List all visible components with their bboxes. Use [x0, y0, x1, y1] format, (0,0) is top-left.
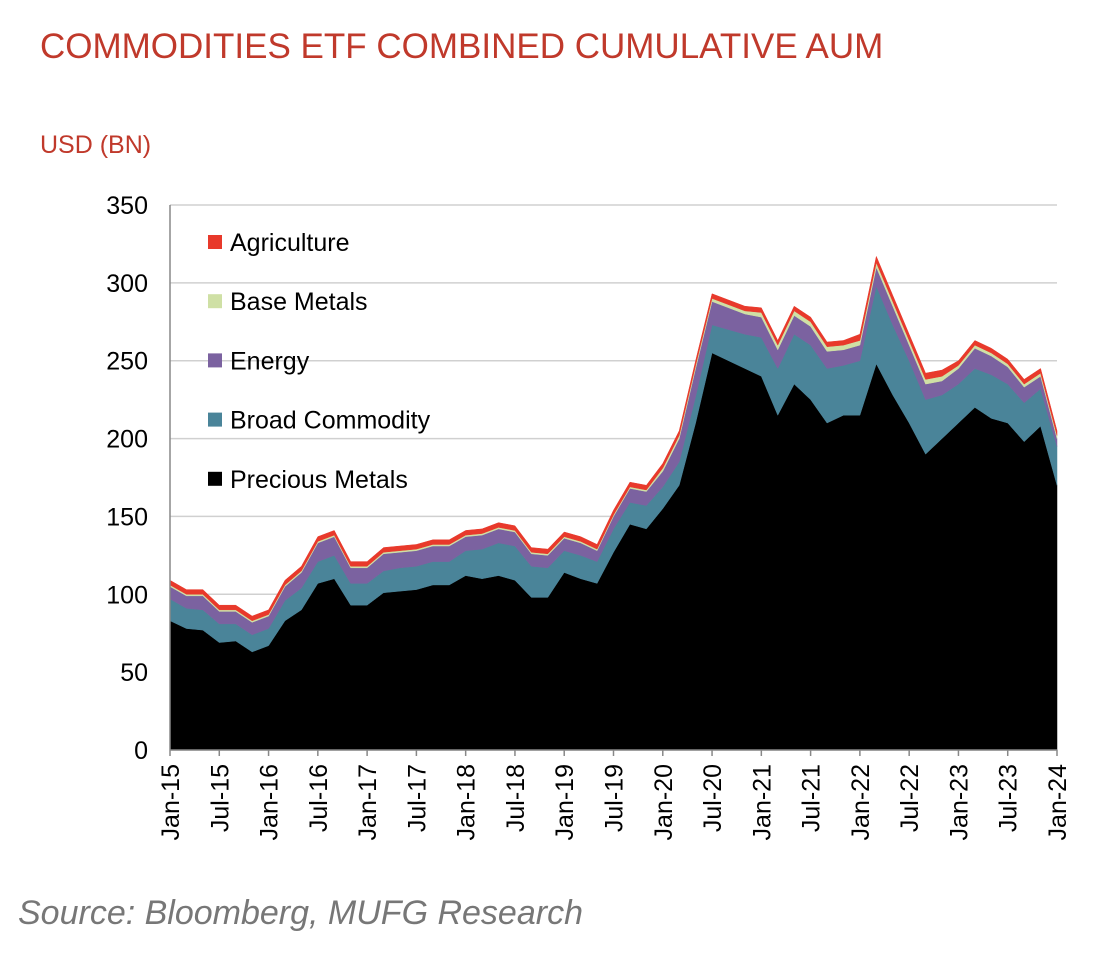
x-tick-label: Jul-21: [798, 764, 826, 832]
legend-swatch: [208, 294, 222, 309]
x-tick-label: Jul-23: [995, 764, 1023, 832]
x-tick-label: Jul-17: [403, 764, 431, 832]
x-tick-label: Jul-15: [206, 764, 234, 832]
y-tick-label: 200: [106, 426, 148, 454]
x-tick-label: Jan-19: [551, 764, 579, 840]
x-tick-label: Jan-15: [157, 764, 185, 840]
legend-swatch: [208, 353, 222, 368]
y-tick-label: 350: [106, 192, 148, 220]
x-tick-label: Jan-21: [748, 764, 776, 840]
x-tick-label: Jan-24: [1044, 764, 1072, 841]
legend-swatch: [208, 235, 222, 249]
x-tick-label: Jan-16: [256, 764, 284, 840]
legend-label: Base Metals: [230, 288, 368, 316]
x-tick-label: Jan-18: [453, 764, 481, 840]
x-tick-label: Jul-22: [896, 764, 924, 832]
x-tick-label: Jan-17: [354, 764, 382, 840]
source-note: Source: Bloomberg, MUFG Research: [18, 894, 583, 932]
legend-label: Agriculture: [230, 229, 350, 257]
y-tick-label: 150: [106, 503, 148, 531]
y-tick-label: 0: [134, 737, 148, 765]
y-tick-label: 50: [120, 659, 148, 687]
legend-swatch: [208, 471, 222, 486]
y-tick-label: 250: [106, 348, 148, 376]
x-tick-label: Jul-19: [601, 764, 629, 832]
legend-swatch: [208, 412, 222, 427]
area: [169, 255, 1058, 622]
y-tick-label: 300: [106, 270, 148, 298]
legend-label: Precious Metals: [230, 466, 408, 494]
x-tick-label: Jul-16: [305, 764, 333, 832]
y-axis-label: USD (BN): [40, 131, 151, 159]
chart-title: COMMODITIES ETF COMBINED CUMULATIVE AUM: [40, 27, 883, 66]
x-tick-label: Jan-22: [847, 764, 875, 840]
legend-label: Broad Commodity: [230, 407, 431, 435]
legend-label: Energy: [230, 347, 310, 375]
x-tick-label: Jan-20: [650, 764, 678, 840]
y-tick-label: 100: [106, 581, 148, 609]
x-tick-label: Jan-23: [945, 764, 973, 840]
x-tick-label: Jul-18: [502, 764, 530, 832]
x-tick-label: Jul-20: [699, 764, 727, 832]
